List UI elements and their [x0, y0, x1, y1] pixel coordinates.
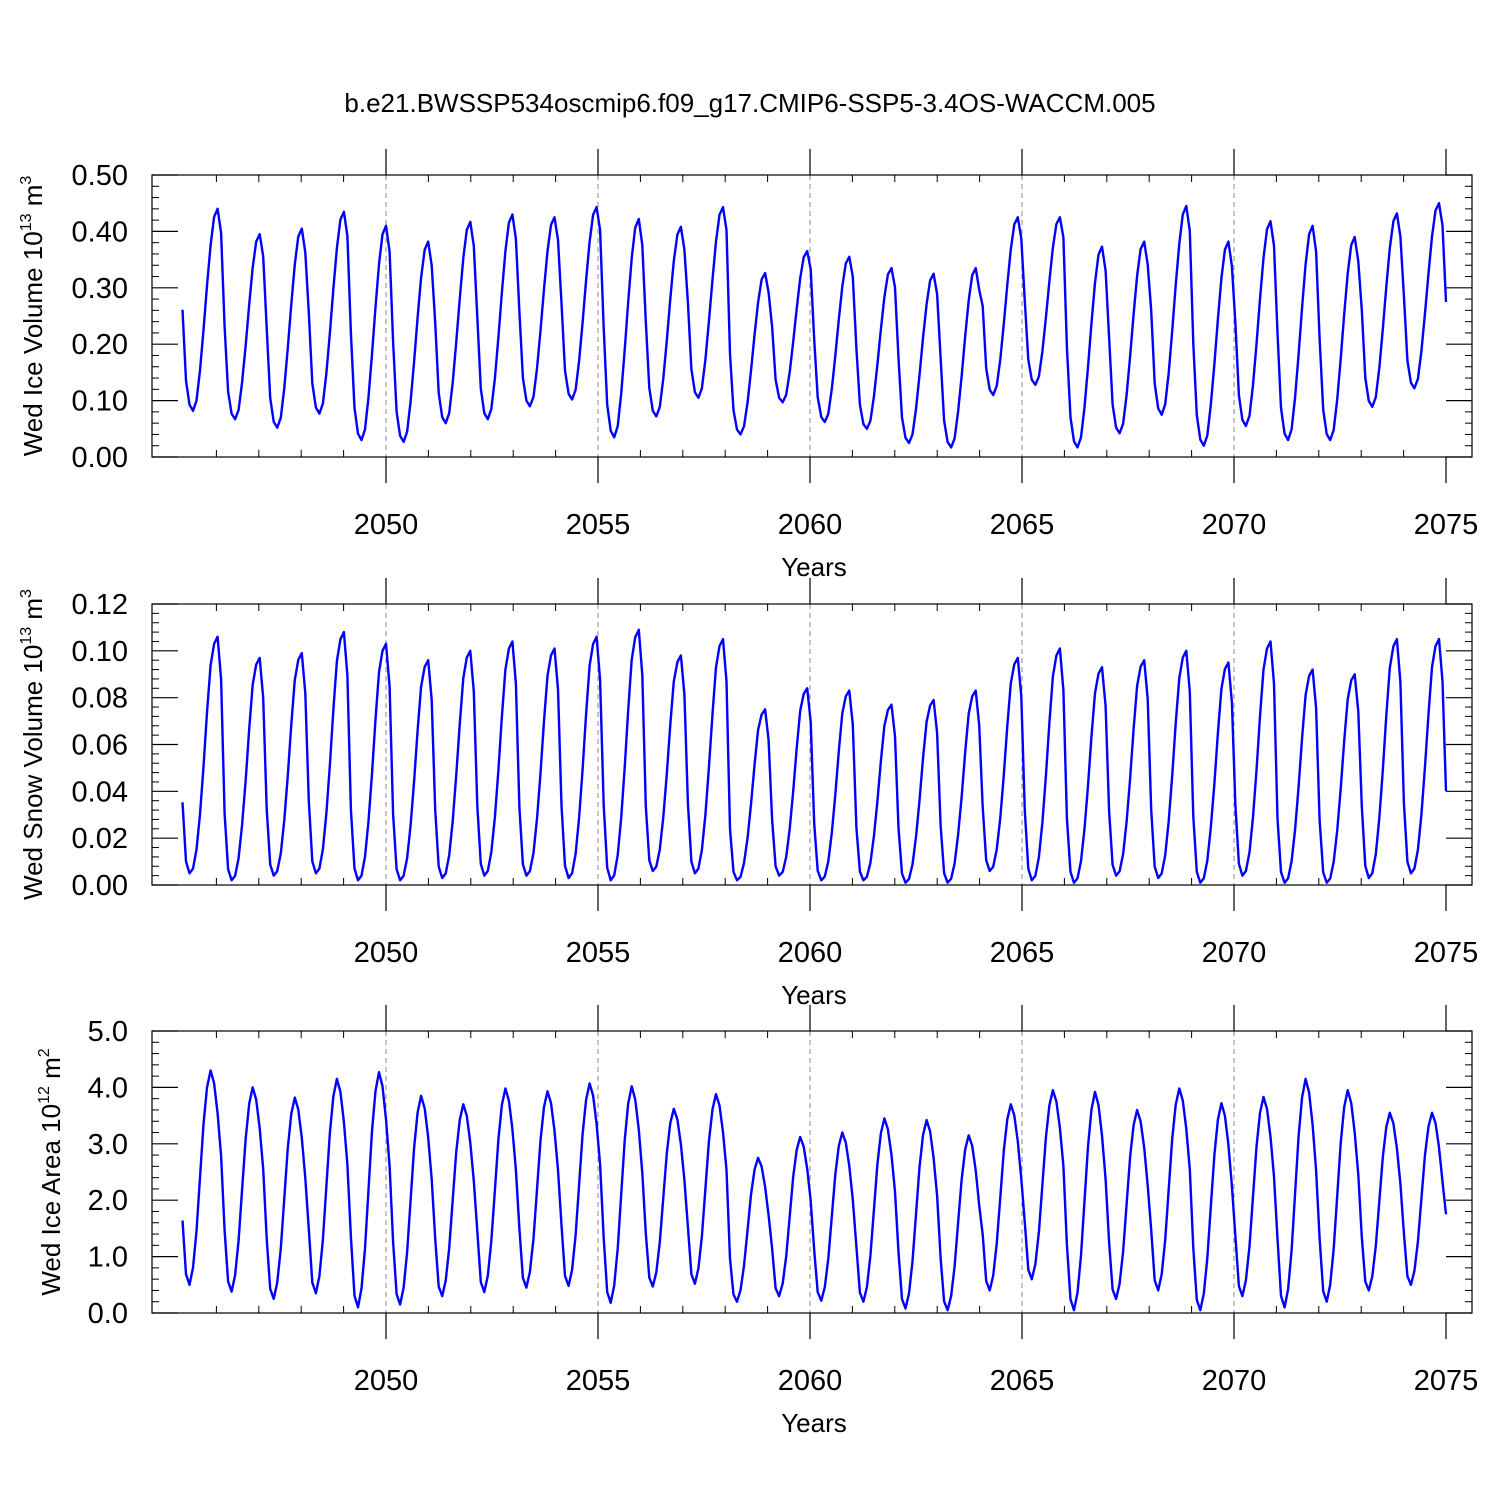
y-tick-label: 5.0	[88, 1016, 128, 1048]
plot-frame	[151, 1030, 1473, 1314]
x-tick-label: 2060	[778, 937, 843, 969]
x-tick-label: 2050	[354, 509, 419, 541]
y-tick-label: 0.08	[72, 683, 128, 715]
y-tick-label: 0.04	[72, 776, 128, 808]
x-tick-label: 2070	[1202, 1365, 1267, 1397]
x-tick-label: 2075	[1414, 937, 1479, 969]
x-tick-label: 2075	[1414, 1365, 1479, 1397]
panel-ice-volume: 2050 2055 2060 2065 2070 2075 0.00 0.10 0.20 0.30…	[18, 149, 1478, 582]
x-tick-label: 2050	[354, 937, 419, 969]
series-line-snow-volume	[181, 628, 1448, 884]
plot-frame	[151, 603, 1473, 886]
x-tick-label: 2065	[990, 937, 1055, 969]
y-tick-label: 2.0	[88, 1185, 128, 1217]
plot-frame	[151, 174, 1473, 458]
y-tick-label: 0.06	[72, 730, 128, 762]
x-tick-label: 2070	[1202, 937, 1267, 969]
x-tick-label: 2060	[778, 509, 843, 541]
y-tick-label: 0.00	[72, 442, 128, 474]
y-tick-label: 4.0	[88, 1072, 128, 1104]
x-tick-label: 2075	[1414, 509, 1479, 541]
y-axis-label: Wed Ice Volume 1013 m3	[18, 176, 48, 457]
series-line-ice-volume	[181, 202, 1448, 449]
y-tick-label: 0.20	[72, 329, 128, 361]
figure-title: b.e21.BWSSP534oscmip6.f09_g17.CMIP6-SSP5…	[344, 88, 1155, 118]
y-axis-label: Wed Ice Area 1012 m2	[36, 1048, 66, 1295]
y-tick-label: 0.10	[72, 386, 128, 418]
y-tick-label: 0.50	[72, 160, 128, 192]
y-tick-label: 0.02	[72, 823, 128, 855]
x-tick-label: 2065	[990, 1365, 1055, 1397]
y-tick-label: 0.00	[72, 870, 128, 902]
x-tick-label: 2065	[990, 509, 1055, 541]
panel-snow-volume: 2050 2055 2060 2065 2070 2075 0.00 0.02 0.04 0.06…	[18, 578, 1478, 1010]
x-tick-label: 2055	[566, 937, 631, 969]
panel-ice-area: 2050 2055 2060 2065 2070 2075 0.0 1.0 2.0 3.0 4.0 5…	[36, 1005, 1478, 1438]
y-tick-label: 0.30	[72, 273, 128, 305]
y-tick-label: 0.40	[72, 216, 128, 248]
x-tick-label: 2060	[778, 1365, 843, 1397]
y-tick-label: 0.0	[88, 1298, 128, 1330]
x-tick-label: 2055	[566, 1365, 631, 1397]
panels: 2050 2055 2060 2065 2070 2075 0.00 0.10 0.20 0.30…	[18, 149, 1478, 1438]
y-tick-label: 1.0	[88, 1242, 128, 1274]
y-tick-label: 0.12	[72, 589, 128, 621]
x-tick-label: 2055	[566, 509, 631, 541]
x-tick-label: 2050	[354, 1365, 419, 1397]
x-axis-label: Years	[781, 980, 847, 1010]
x-axis-label: Years	[781, 552, 847, 582]
series-line-ice-area	[181, 1069, 1448, 1312]
x-axis-label: Years	[781, 1408, 847, 1438]
y-tick-label: 0.10	[72, 636, 128, 668]
y-tick-label: 3.0	[88, 1129, 128, 1161]
x-tick-label: 2070	[1202, 509, 1267, 541]
y-axis-label: Wed Snow Volume 1013 m3	[18, 589, 48, 900]
